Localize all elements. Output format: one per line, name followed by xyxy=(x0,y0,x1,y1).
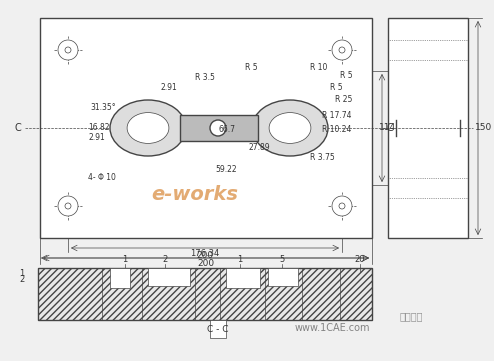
Text: 1: 1 xyxy=(238,256,243,265)
Text: R 3.5: R 3.5 xyxy=(195,74,215,83)
Text: R 5: R 5 xyxy=(245,62,258,71)
Text: 2.91: 2.91 xyxy=(160,83,177,92)
Text: 2: 2 xyxy=(19,275,25,284)
Bar xyxy=(226,268,260,288)
Bar xyxy=(210,320,226,338)
Text: R 10.24: R 10.24 xyxy=(322,126,351,135)
Text: 有限公务: 有限公务 xyxy=(400,311,423,321)
Text: 20: 20 xyxy=(355,256,365,265)
Circle shape xyxy=(339,203,345,209)
Polygon shape xyxy=(180,115,258,141)
Circle shape xyxy=(339,47,345,53)
Text: e-works: e-works xyxy=(152,186,239,204)
Circle shape xyxy=(332,40,352,60)
Text: R 25: R 25 xyxy=(335,96,352,104)
Text: www.1CAE.com: www.1CAE.com xyxy=(294,323,370,333)
Text: 150: 150 xyxy=(475,123,493,132)
Bar xyxy=(268,268,298,286)
Text: 5: 5 xyxy=(280,256,285,265)
Text: 200: 200 xyxy=(197,252,213,261)
Bar xyxy=(38,268,372,320)
Circle shape xyxy=(65,203,71,209)
Ellipse shape xyxy=(127,113,169,143)
Text: C - C: C - C xyxy=(207,326,229,335)
Text: 31.35°: 31.35° xyxy=(90,104,116,113)
Text: 176.34: 176.34 xyxy=(190,249,220,258)
Bar xyxy=(110,268,130,288)
Text: 2: 2 xyxy=(163,256,167,265)
Text: 2.91: 2.91 xyxy=(88,134,105,143)
Circle shape xyxy=(58,40,78,60)
Circle shape xyxy=(58,196,78,216)
Text: 114: 114 xyxy=(379,123,397,132)
Text: 4- Φ 10: 4- Φ 10 xyxy=(88,174,116,183)
Text: 16.82: 16.82 xyxy=(88,123,110,132)
Bar xyxy=(40,18,372,238)
Text: R 10: R 10 xyxy=(310,64,328,73)
Text: R 3.75: R 3.75 xyxy=(310,153,335,162)
Text: 1: 1 xyxy=(19,269,25,278)
Text: C: C xyxy=(387,123,393,133)
Text: C: C xyxy=(15,123,21,133)
Text: R 5: R 5 xyxy=(340,70,353,79)
Circle shape xyxy=(332,196,352,216)
Text: R 5: R 5 xyxy=(330,83,343,92)
Bar xyxy=(148,268,190,286)
Text: 200: 200 xyxy=(198,260,214,269)
Circle shape xyxy=(65,47,71,53)
Text: 1: 1 xyxy=(123,256,127,265)
Text: R 17.74: R 17.74 xyxy=(322,110,352,119)
Circle shape xyxy=(210,120,226,136)
Text: 66.7: 66.7 xyxy=(218,126,235,135)
Text: 59.22: 59.22 xyxy=(215,165,237,174)
Text: 27.89: 27.89 xyxy=(248,144,270,152)
Bar xyxy=(388,18,468,238)
Bar xyxy=(38,268,372,320)
Ellipse shape xyxy=(110,100,186,156)
Ellipse shape xyxy=(269,113,311,143)
Ellipse shape xyxy=(252,100,328,156)
